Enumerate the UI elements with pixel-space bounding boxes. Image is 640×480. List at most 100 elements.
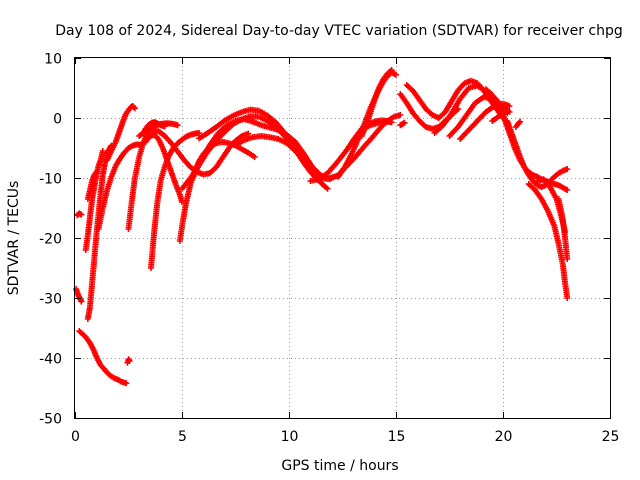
x-tick-label: 15 bbox=[388, 429, 406, 445]
data-point bbox=[447, 99, 454, 106]
data-points bbox=[73, 67, 571, 387]
data-point bbox=[230, 118, 237, 125]
data-point bbox=[220, 118, 227, 125]
data-point bbox=[158, 143, 165, 150]
data-point bbox=[265, 124, 272, 131]
data-point bbox=[256, 121, 263, 128]
data-point bbox=[111, 140, 118, 147]
data-point bbox=[490, 104, 497, 110]
data-point bbox=[225, 146, 232, 153]
data-point bbox=[562, 166, 569, 173]
data-point bbox=[117, 378, 124, 385]
data-point bbox=[516, 152, 523, 159]
data-point bbox=[247, 134, 254, 141]
data-point bbox=[95, 164, 102, 171]
data-point bbox=[516, 119, 523, 126]
data-point bbox=[157, 179, 164, 186]
data-point bbox=[237, 145, 244, 152]
data-point bbox=[544, 206, 551, 213]
data-point bbox=[114, 134, 121, 141]
data-point bbox=[97, 158, 104, 165]
data-point bbox=[507, 128, 514, 135]
y-tick-label: -30 bbox=[39, 292, 62, 308]
data-point bbox=[160, 123, 167, 130]
data-point bbox=[122, 111, 129, 118]
x-axis-label: GPS time / hours bbox=[281, 458, 398, 474]
data-point bbox=[273, 126, 280, 133]
data-point bbox=[254, 107, 261, 114]
data-point bbox=[163, 155, 170, 162]
data-point bbox=[167, 167, 174, 174]
data-point bbox=[391, 71, 398, 77]
data-point bbox=[121, 379, 128, 386]
data-point bbox=[493, 97, 500, 103]
data-point bbox=[103, 188, 110, 195]
data-point bbox=[282, 139, 289, 146]
data-point bbox=[178, 197, 185, 204]
y-tick-labels: -50 -40 -30 -20 -10 0 10 bbox=[39, 52, 62, 428]
data-point bbox=[128, 143, 135, 150]
data-point bbox=[243, 148, 250, 155]
y-tick-label: -20 bbox=[39, 232, 62, 248]
data-point bbox=[197, 158, 204, 165]
data-point bbox=[161, 164, 168, 171]
data-point bbox=[247, 118, 254, 125]
data-point bbox=[99, 206, 106, 213]
data-point bbox=[375, 86, 382, 93]
data-point bbox=[504, 102, 511, 109]
data-point bbox=[299, 149, 306, 156]
data-point bbox=[205, 143, 212, 150]
data-point bbox=[273, 135, 280, 142]
data-point bbox=[456, 97, 463, 104]
data-point bbox=[104, 369, 111, 376]
data-point bbox=[254, 113, 261, 120]
data-point bbox=[218, 156, 225, 163]
data-point bbox=[194, 130, 201, 137]
data-point bbox=[347, 153, 354, 160]
data-point bbox=[130, 104, 137, 111]
data-point bbox=[107, 175, 114, 182]
data-point bbox=[99, 149, 106, 156]
data-point bbox=[126, 357, 133, 364]
data-point bbox=[554, 181, 561, 188]
data-point bbox=[362, 124, 369, 130]
data-point bbox=[118, 122, 125, 129]
data-point bbox=[489, 92, 496, 99]
data-point bbox=[370, 98, 377, 105]
data-point bbox=[176, 190, 183, 196]
data-point bbox=[400, 120, 407, 127]
data-point bbox=[135, 155, 142, 162]
x-tick-labels: 0 5 10 15 20 25 bbox=[71, 429, 619, 445]
data-point bbox=[89, 344, 96, 351]
data-point bbox=[120, 116, 127, 123]
data-point bbox=[123, 147, 130, 154]
data-point bbox=[116, 128, 123, 135]
data-point bbox=[447, 111, 454, 118]
data-point bbox=[382, 117, 389, 124]
y-tick-label: 0 bbox=[53, 112, 62, 128]
data-point bbox=[369, 119, 376, 126]
data-point bbox=[555, 239, 562, 246]
x-tick-label: 10 bbox=[281, 429, 299, 445]
data-point bbox=[512, 140, 519, 147]
data-point bbox=[171, 179, 178, 186]
data-point bbox=[107, 149, 114, 156]
data-point bbox=[186, 176, 193, 183]
data-point bbox=[92, 170, 99, 177]
data-point bbox=[77, 211, 84, 217]
data-point bbox=[74, 290, 81, 297]
data-point bbox=[237, 109, 244, 116]
data-point bbox=[550, 221, 557, 228]
plot-frame bbox=[74, 57, 611, 419]
y-tick-label: 10 bbox=[44, 52, 62, 68]
data-point bbox=[340, 151, 347, 158]
data-point bbox=[239, 138, 246, 145]
axis-ticks bbox=[75, 58, 611, 419]
y-tick-label: -40 bbox=[39, 352, 62, 368]
data-point bbox=[379, 78, 386, 85]
x-tick-label: 5 bbox=[178, 429, 187, 445]
data-point bbox=[524, 170, 531, 177]
data-point bbox=[387, 68, 394, 75]
data-point bbox=[92, 352, 99, 359]
